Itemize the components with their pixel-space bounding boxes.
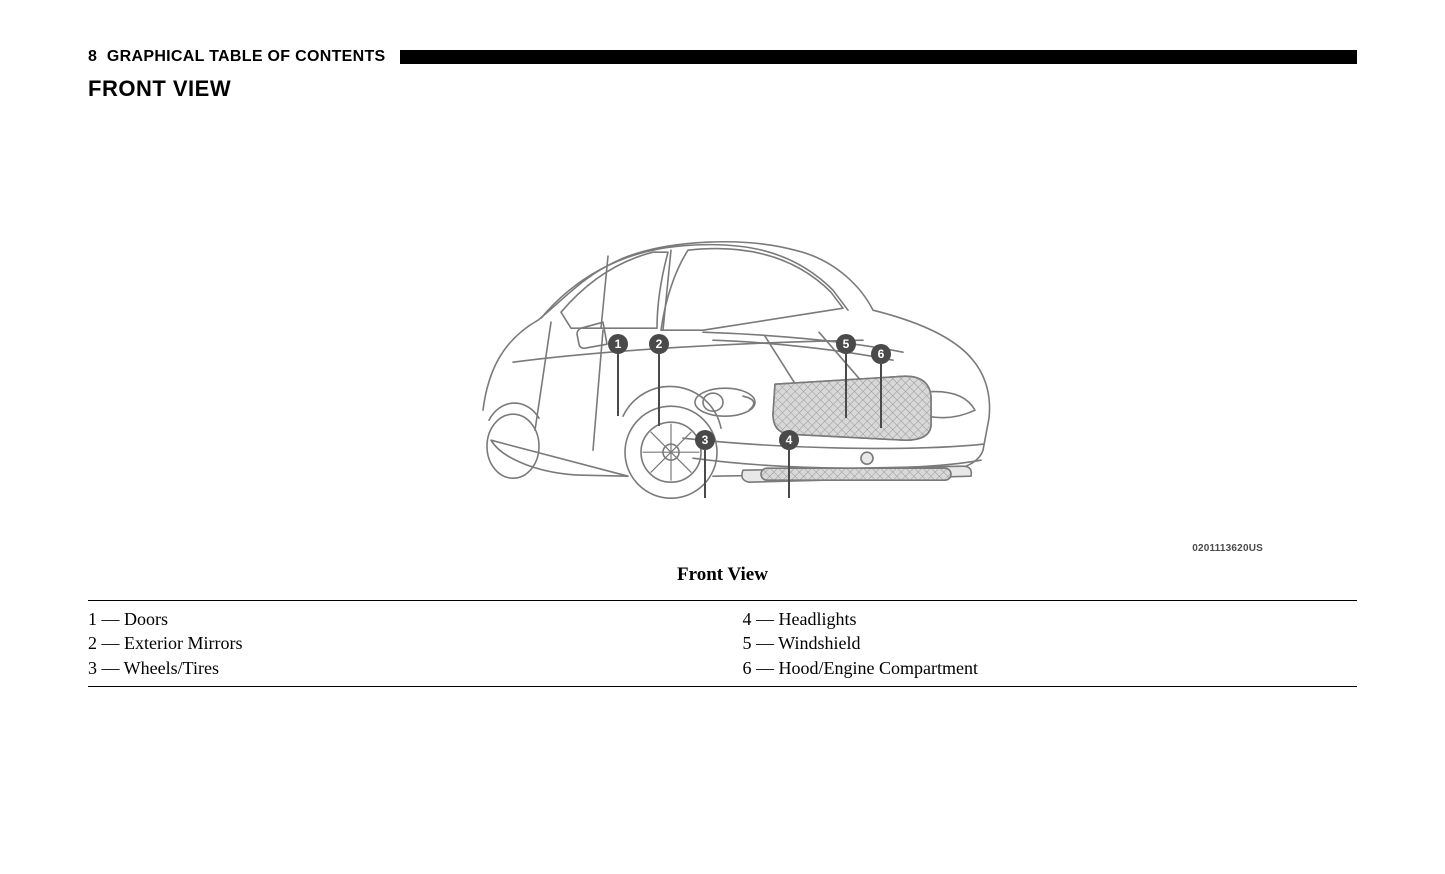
callout-bubble: 3 — [695, 430, 715, 450]
legend-item: 2 — Exterior Mirrors — [88, 631, 703, 655]
callout-2: 2 — [649, 334, 669, 426]
chapter-title: GRAPHICAL TABLE OF CONTENTS — [107, 48, 386, 66]
callout-bubble: 4 — [779, 430, 799, 450]
legend-col-left: 1 — Doors 2 — Exterior Mirrors 3 — Wheel… — [88, 607, 703, 680]
callout-bubble: 6 — [871, 344, 891, 364]
legend-item: 3 — Wheels/Tires — [88, 656, 703, 680]
image-id: 0201113620US — [1192, 543, 1263, 554]
callout-6: 6 — [871, 344, 891, 428]
callout-leader — [658, 354, 660, 426]
vehicle-illustration — [443, 200, 1003, 530]
callout-bubble: 5 — [836, 334, 856, 354]
callout-4: 4 — [779, 430, 799, 498]
legend-col-right: 4 — Headlights 5 — Windshield 6 — Hood/E… — [703, 607, 1358, 680]
callout-bubble: 2 — [649, 334, 669, 354]
callout-leader — [845, 354, 847, 418]
legend-item: 6 — Hood/Engine Compartment — [743, 656, 1358, 680]
callout-leader — [704, 450, 706, 498]
manual-page: 8 GRAPHICAL TABLE OF CONTENTS FRONT VIEW — [0, 0, 1445, 687]
figure-area: 1 2 3 4 56 0201113620US — [88, 142, 1357, 562]
page-number: 8 — [88, 48, 97, 66]
header-rule — [400, 50, 1357, 64]
page-header: 8 GRAPHICAL TABLE OF CONTENTS — [88, 48, 1357, 66]
legend-item: 5 — Windshield — [743, 631, 1358, 655]
legend-table: 1 — Doors 2 — Exterior Mirrors 3 — Wheel… — [88, 600, 1357, 687]
callout-bubble: 1 — [608, 334, 628, 354]
callout-1: 1 — [608, 334, 628, 416]
callout-3: 3 — [695, 430, 715, 498]
callout-5: 5 — [836, 334, 856, 418]
callout-leader — [617, 354, 619, 416]
callout-leader — [880, 364, 882, 428]
section-title: FRONT VIEW — [88, 76, 1357, 102]
callout-leader — [788, 450, 790, 498]
legend-item: 4 — Headlights — [743, 607, 1358, 631]
figure-caption: Front View — [88, 564, 1357, 586]
legend-item: 1 — Doors — [88, 607, 703, 631]
